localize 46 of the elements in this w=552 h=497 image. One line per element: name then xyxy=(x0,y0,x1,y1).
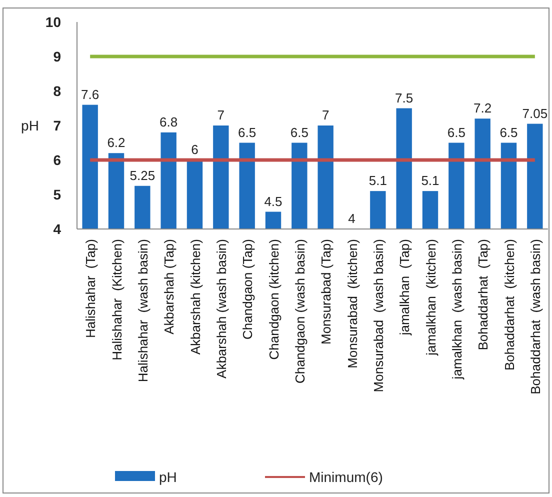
data-label: 6.2 xyxy=(107,135,126,150)
data-label: 6 xyxy=(191,142,198,157)
legend-label: Minimum(6) xyxy=(309,468,383,485)
x-tick-label: jamalkhan (kitchen) xyxy=(423,239,438,356)
x-tick-label: Bohaddarhat (kitchen) xyxy=(502,239,517,371)
x-tick-label: Chandgaon (kitchen) xyxy=(266,239,282,360)
x-tick-label: jamalkhan (Tap) xyxy=(397,239,412,336)
y-tick-label: 10 xyxy=(45,14,62,30)
data-label: 7.05 xyxy=(522,106,548,121)
y-tick-label: 8 xyxy=(53,82,62,99)
data-label: 5.1 xyxy=(368,173,387,188)
x-tick-label: Halishahar (wash basin) xyxy=(135,239,150,382)
x-tick-label: Halishahar (Kitchen) xyxy=(109,239,124,360)
y-axis-title: pH xyxy=(21,117,39,134)
x-tick-label: Akbarshah (Tap) xyxy=(162,239,177,334)
x-tick-label: Chandgaon (Tap) xyxy=(240,239,256,340)
data-label: 6.5 xyxy=(447,124,466,140)
x-tick-label: Monsurabad (kitchen) xyxy=(344,239,360,368)
legend-label: pH xyxy=(159,468,177,485)
data-label: 4 xyxy=(348,211,356,226)
y-tick-label: 6 xyxy=(53,152,62,168)
x-tick-label: jamalkhan (wash basin) xyxy=(449,239,464,380)
x-tick-label: Bohaddarhat (wash basin) xyxy=(528,239,543,394)
y-tick-label: 4 xyxy=(53,220,62,237)
data-label: 6.5 xyxy=(238,124,256,140)
y-tick-label: 7 xyxy=(53,117,62,134)
data-label: 6.5 xyxy=(500,124,518,140)
data-label: 5.1 xyxy=(421,173,440,188)
data-label: 7.2 xyxy=(474,100,492,116)
y-tick-label: 5 xyxy=(53,186,62,202)
data-label: 7 xyxy=(217,108,225,122)
data-label: 7 xyxy=(322,108,330,122)
x-tick-label: Monsurabad (Tap) xyxy=(318,239,334,344)
data-label: 5.25 xyxy=(130,168,156,183)
data-label: 7.5 xyxy=(395,90,414,106)
x-tick-label: Bohaddarhat (Tap) xyxy=(476,239,491,350)
x-tick-label: Akbarshah (wash basin) xyxy=(214,239,229,378)
x-tick-label: Chandgaon (wash basin) xyxy=(292,239,308,384)
x-tick-label: Akbarshah (kitchen) xyxy=(188,239,203,355)
data-label: 4.5 xyxy=(264,194,282,209)
x-tick-label: Monsurabad (wash basin) xyxy=(370,239,386,392)
data-label: 6.5 xyxy=(290,124,308,140)
x-tick-label: Halishahar (Tap) xyxy=(83,239,98,338)
data-label: 6.8 xyxy=(160,114,178,130)
y-tick-label: 9 xyxy=(53,48,62,64)
data-label: 7.6 xyxy=(81,86,100,102)
